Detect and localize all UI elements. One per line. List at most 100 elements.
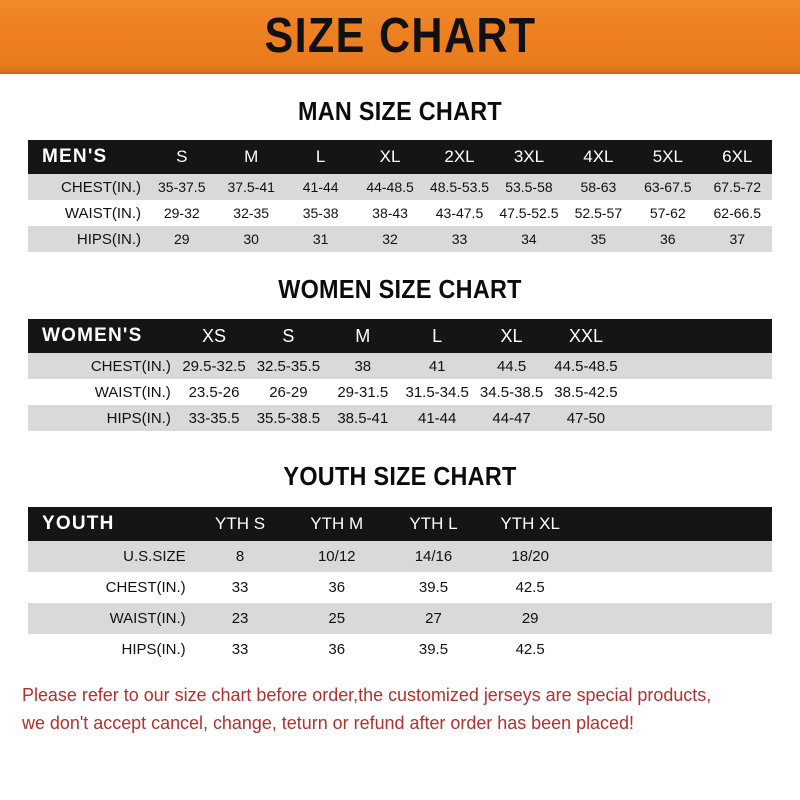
youth-cell-empty — [579, 572, 676, 603]
women-header-row: WOMEN'S XS S M L XL XXL — [28, 319, 772, 353]
man-cell: 32-35 — [233, 205, 270, 221]
women-cell: 29.5-32.5 — [182, 357, 246, 375]
man-cell: 67.5-72 — [713, 179, 761, 195]
youth-cell: 14/16 — [414, 548, 453, 565]
youth-header-row: YOUTH YTH S YTH M YTH L YTH XL — [28, 507, 772, 541]
man-row-label: CHEST(IN.) — [61, 178, 142, 196]
man-cell: 41-44 — [302, 179, 339, 195]
youth-size-header-2: YTH M — [310, 514, 364, 533]
women-row-label: CHEST(IN.) — [90, 357, 171, 375]
youth-size-header-empty — [579, 507, 676, 541]
youth-size-header-3: YTH L — [409, 514, 458, 533]
youth-cell: 8 — [235, 548, 245, 565]
youth-cell: 42.5 — [515, 641, 545, 658]
youth-cell-empty — [675, 634, 772, 665]
youth-cell: 42.5 — [515, 579, 545, 596]
youth-cell: 10/12 — [317, 548, 356, 565]
man-table-body: CHEST(IN.) 35-37.5 37.5-41 41-44 44-48.5 48.5… — [28, 174, 772, 252]
man-size-header-2: M — [244, 147, 259, 166]
youth-cell: 25 — [328, 610, 346, 627]
man-cell: 30 — [243, 231, 259, 247]
man-table-head: MEN'S S M L XL 2XL 3XL 4XL 5XL 6XL — [28, 140, 772, 174]
youth-cell: 18/20 — [511, 548, 549, 565]
man-cell: 29 — [173, 231, 190, 247]
man-cell: 32 — [382, 231, 398, 247]
youth-cell: 36 — [328, 579, 346, 596]
man-size-header-4: XL — [379, 147, 401, 166]
women-table-row: HIPS(IN.) 33-35.5 35.5-38.5 38.5-41 41-44 44-… — [28, 405, 772, 431]
man-cell: 57-62 — [649, 205, 686, 221]
women-table-wrapper: WOMEN'S XS S M L XL XXL CHEST(IN.) 29.5-32.5 32… — [28, 319, 772, 431]
man-row-label: WAIST(IN.) — [64, 204, 142, 222]
youth-cell: 23 — [231, 610, 249, 627]
man-cell: 34 — [521, 231, 537, 247]
youth-table-head: YOUTH YTH S YTH M YTH L YTH XL — [28, 507, 772, 541]
man-cell: 52.5-57 — [574, 205, 623, 221]
youth-cell-empty — [579, 603, 676, 634]
man-size-header-9: 6XL — [722, 147, 753, 166]
women-cell-empty — [698, 353, 772, 379]
youth-cell: 39.5 — [418, 579, 449, 596]
youth-table-row: U.S.SIZE 8 10/12 14/16 18/20 — [28, 541, 772, 572]
women-cell-empty — [623, 405, 697, 431]
youth-cell: 36 — [328, 641, 346, 658]
man-table-row: WAIST(IN.) 29-32 32-35 35-38 38-43 43-47.5 47.… — [28, 200, 772, 226]
youth-table-row: CHEST(IN.) 33 36 39.5 42.5 — [28, 572, 772, 603]
women-size-header-1: XS — [202, 325, 227, 346]
man-cell: 48.5-53.5 — [429, 179, 490, 195]
youth-size-header-4: YTH XL — [500, 514, 560, 533]
man-header-label: MEN'S — [42, 146, 108, 167]
women-cell: 31.5-34.5 — [405, 383, 469, 401]
women-size-header-empty — [623, 319, 697, 353]
women-size-header-3: M — [355, 325, 371, 346]
man-table-row: HIPS(IN.) 29 30 31 32 33 34 35 36 37 — [28, 226, 772, 252]
women-cell: 47-50 — [566, 409, 606, 427]
man-size-table: MEN'S S M L XL 2XL 3XL 4XL 5XL 6XL CHEST(IN.) 35-… — [28, 140, 772, 252]
man-cell: 35 — [590, 231, 607, 247]
women-cell: 32.5-35.5 — [256, 357, 321, 375]
man-cell: 44-48.5 — [366, 179, 414, 195]
women-cell: 38.5-41 — [337, 409, 389, 427]
women-cell: 29-31.5 — [337, 383, 389, 401]
man-table-wrapper: MEN'S S M L XL 2XL 3XL 4XL 5XL 6XL CHEST(IN.) 35-… — [28, 140, 772, 252]
youth-row-label: HIPS(IN.) — [121, 641, 186, 658]
youth-row-label: U.S.SIZE — [123, 548, 186, 565]
women-cell: 23.5-26 — [188, 383, 240, 401]
women-cell: 38 — [354, 357, 372, 375]
women-size-header-2: S — [282, 325, 295, 346]
women-cell: 41 — [428, 357, 446, 375]
disclaimer-line-1: Please refer to our size chart before or… — [22, 684, 712, 705]
man-cell: 35-37.5 — [158, 179, 206, 195]
youth-table-row: WAIST(IN.) 23 25 27 29 — [28, 603, 772, 634]
man-cell: 38-43 — [372, 205, 408, 221]
banner-title: SIZE CHART — [264, 8, 536, 63]
youth-table-body: U.S.SIZE 8 10/12 14/16 18/20 CHEST(IN.) 33 36 39… — [28, 541, 772, 665]
man-table-row: CHEST(IN.) 35-37.5 37.5-41 41-44 44-48.5 48.5… — [28, 174, 772, 200]
youth-table-wrapper: YOUTH YTH S YTH M YTH L YTH XL U.S.SIZE 8 10/… — [28, 507, 772, 665]
women-cell-empty — [698, 379, 772, 405]
women-size-header-5: XL — [500, 325, 523, 346]
man-cell: 62-66.5 — [713, 205, 761, 221]
youth-cell-empty — [675, 603, 772, 634]
youth-cell: 33 — [231, 641, 249, 658]
man-cell: 37.5-41 — [227, 179, 275, 195]
youth-cell-empty — [579, 541, 676, 572]
women-size-header-empty — [698, 319, 772, 353]
women-cell: 41-44 — [417, 409, 457, 427]
women-cell-empty — [698, 405, 772, 431]
man-row-label: HIPS(IN.) — [76, 230, 142, 248]
youth-cell-empty — [579, 634, 676, 665]
man-size-header-1: S — [176, 147, 188, 166]
women-cell: 44.5 — [496, 357, 527, 375]
man-size-header-6: 3XL — [513, 147, 545, 166]
man-size-header-7: 4XL — [583, 147, 614, 166]
banner: SIZE CHART — [0, 0, 800, 74]
women-size-table: WOMEN'S XS S M L XL XXL CHEST(IN.) 29.5-32.5 32… — [28, 319, 772, 431]
man-size-header-8: 5XL — [652, 147, 683, 166]
youth-cell-empty — [675, 572, 772, 603]
women-table-body: CHEST(IN.) 29.5-32.5 32.5-35.5 38 41 44.5 44.5… — [28, 353, 772, 431]
women-cell: 35.5-38.5 — [256, 409, 321, 427]
women-cell-empty — [623, 379, 697, 405]
man-cell: 43-47.5 — [435, 205, 484, 221]
